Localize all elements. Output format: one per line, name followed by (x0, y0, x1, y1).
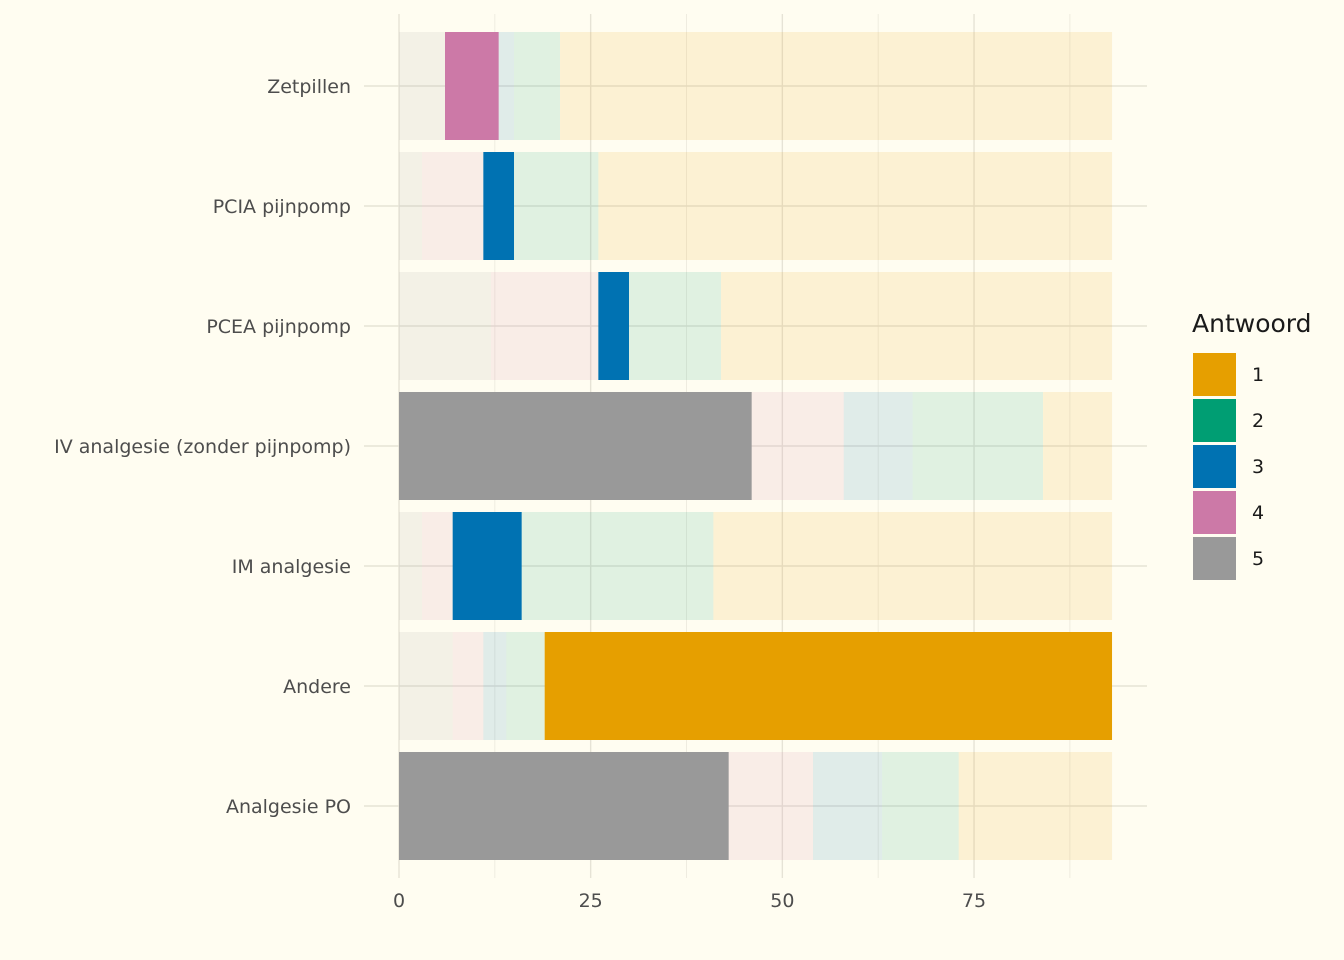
bar-segment-1 (560, 32, 1113, 140)
bar-segment-1 (721, 272, 1113, 380)
bar-segment-2 (521, 512, 714, 620)
legend-label: 1 (1252, 364, 1264, 386)
bar-segment-5 (399, 752, 729, 860)
legend-key-4 (1193, 491, 1236, 534)
legend-key-1 (1193, 353, 1236, 396)
x-tick-label: 0 (393, 890, 405, 912)
bar-segment-5 (399, 32, 446, 140)
bar-segment-5 (399, 512, 423, 620)
bar-segment-3 (843, 392, 913, 500)
bar-segment-4 (751, 392, 844, 500)
y-tick-label: IV analgesie (zonder pijnpomp) (54, 436, 351, 458)
bar-segment-3 (452, 512, 522, 620)
bar-segment-5 (399, 272, 492, 380)
bar-segment-4 (422, 152, 484, 260)
legend-label: 4 (1252, 502, 1264, 524)
bar-segment-3 (598, 272, 630, 380)
y-tick-label: Analgesie PO (226, 796, 351, 818)
bar-segment-1 (1043, 392, 1113, 500)
bar-segment-4 (422, 512, 453, 620)
legend-title: Antwoord (1192, 309, 1312, 338)
bar-segment-2 (514, 152, 599, 260)
x-axis-labels: 0 25 50 75 (393, 890, 986, 912)
x-tick-label: 50 (770, 890, 794, 912)
bar-segment-1 (713, 512, 1113, 620)
y-tick-label: PCIA pijnpomp (213, 196, 351, 218)
bar-segment-3 (483, 152, 515, 260)
legend-key-5 (1193, 537, 1236, 580)
bar-segment-2 (882, 752, 959, 860)
bar-segment-3 (498, 32, 515, 140)
x-tick-label: 75 (962, 890, 986, 912)
bar-segment-1 (598, 152, 1113, 260)
legend-key-2 (1193, 399, 1236, 442)
bar-segment-4 (452, 632, 484, 740)
y-tick-label: IM analgesie (232, 556, 351, 578)
bar-segment-4 (491, 272, 599, 380)
legend-label: 3 (1252, 456, 1264, 478)
bar-segment-5 (399, 632, 453, 740)
bar-segment-5 (399, 392, 752, 500)
bar-segment-4 (728, 752, 814, 860)
bar-segment-1 (544, 632, 1113, 740)
bars (399, 32, 1113, 860)
bar-segment-2 (506, 632, 545, 740)
y-tick-label: Andere (283, 676, 351, 698)
bar-segment-2 (629, 272, 722, 380)
legend-label: 2 (1252, 410, 1264, 432)
legend: Antwoord 1 2 3 4 5 (1192, 309, 1312, 580)
bar-segment-1 (958, 752, 1113, 860)
x-tick-label: 25 (579, 890, 603, 912)
y-axis-labels: Analgesie PO Andere IM analgesie IV analges… (54, 76, 351, 818)
bar-segment-5 (399, 152, 423, 260)
bar-segment-4 (445, 32, 499, 140)
legend-key-3 (1193, 445, 1236, 488)
bar-segment-2 (912, 392, 1044, 500)
bar-segment-3 (483, 632, 507, 740)
bar-segment-2 (514, 32, 561, 140)
y-tick-label: PCEA pijnpomp (206, 316, 351, 338)
bar-segment-3 (813, 752, 883, 860)
y-tick-label: Zetpillen (267, 76, 351, 98)
legend-label: 5 (1252, 548, 1264, 570)
